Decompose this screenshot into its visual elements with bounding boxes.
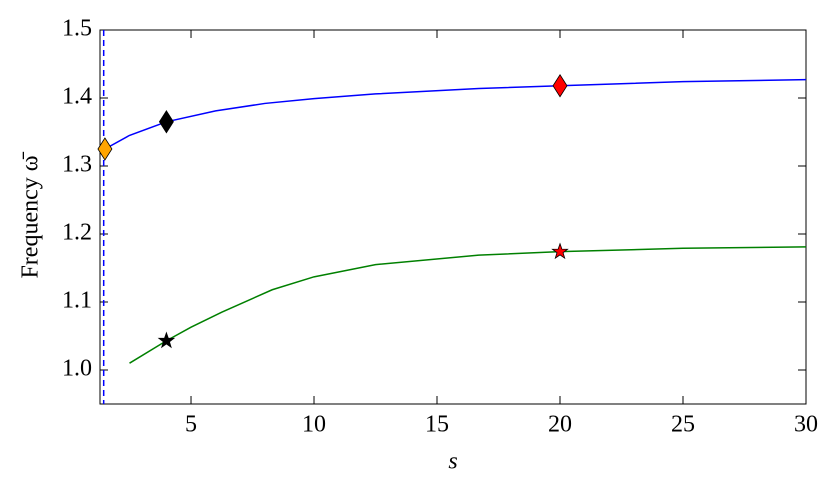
diamond-marker [158, 110, 174, 134]
x-tick-label: 5 [185, 412, 197, 438]
star-marker [157, 331, 176, 349]
x-tick-label: 30 [794, 412, 818, 438]
x-tick-label: 15 [425, 412, 449, 438]
y-tick-label: 1.1 [62, 288, 92, 314]
y-tick-label: 1.4 [62, 84, 92, 110]
x-tick-label: 10 [302, 412, 326, 438]
series-line [129, 246, 807, 364]
y-axis-label: Frequency ω̄ [18, 151, 44, 278]
diamond-marker [97, 137, 113, 161]
plot-frame [99, 29, 807, 405]
y-tick-label: 1.3 [62, 152, 92, 178]
x-tick-label: 20 [548, 412, 572, 438]
star-marker [551, 242, 569, 260]
y-tick-label: 1.0 [62, 356, 92, 382]
y-tick-label: 1.5 [62, 16, 92, 42]
series-line [104, 78, 807, 150]
x-axis-label: s [448, 449, 457, 475]
x-tick-label: 25 [671, 412, 695, 438]
diamond-marker [552, 74, 568, 98]
y-tick-label: 1.2 [62, 220, 92, 246]
